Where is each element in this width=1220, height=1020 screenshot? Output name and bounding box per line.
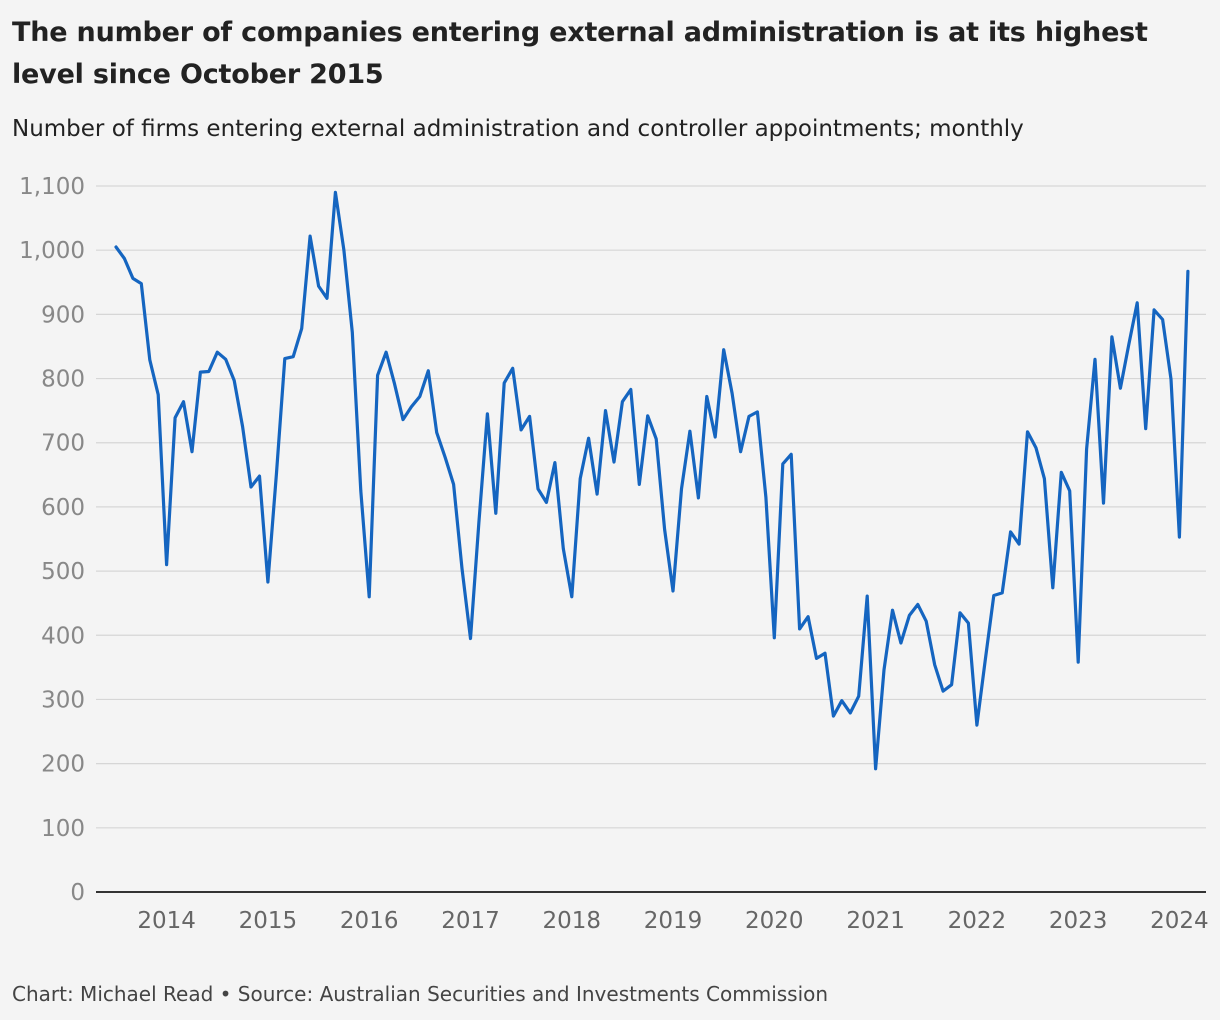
gridlines xyxy=(96,185,1206,829)
x-tick-label: 2014 xyxy=(137,908,196,934)
y-tick-label: 600 xyxy=(41,495,85,521)
y-tick-label: 200 xyxy=(41,752,85,778)
y-tick-label: 1,100 xyxy=(19,174,85,200)
chart-subtitle: Number of firms entering external admini… xyxy=(12,116,1024,142)
x-tick-label: 2021 xyxy=(846,908,905,934)
x-tick-label: 2017 xyxy=(441,908,500,934)
y-tick-label: 1,000 xyxy=(19,238,85,264)
x-tick-label: 2022 xyxy=(948,908,1007,934)
series-layer xyxy=(114,190,1190,771)
y-tick-label: 900 xyxy=(41,302,85,328)
x-tick-label: 2016 xyxy=(340,908,399,934)
y-tick-label: 800 xyxy=(41,367,85,393)
y-tick-label: 0 xyxy=(70,880,85,906)
x-tick-label: 2024 xyxy=(1150,908,1209,934)
y-tick-label: 700 xyxy=(41,431,85,457)
x-tick-label: 2015 xyxy=(239,908,298,934)
line-chart: 0 100 200 300 400 500 600 700 800 900 1,000 1,100 2… xyxy=(19,174,1209,934)
series-line xyxy=(114,190,1190,771)
source-credit: Chart: Michael Read • Source: Australian… xyxy=(12,982,829,1006)
y-tick-label: 100 xyxy=(41,816,85,842)
x-tick-label: 2023 xyxy=(1049,908,1108,934)
y-tick-label: 500 xyxy=(41,559,85,585)
x-tick-label: 2020 xyxy=(745,908,804,934)
y-axis-ticks: 0 100 200 300 400 500 600 700 800 900 1,000 1,100 xyxy=(19,174,85,906)
x-tick-label: 2018 xyxy=(542,908,601,934)
y-tick-label: 300 xyxy=(41,687,85,713)
y-tick-label: 400 xyxy=(41,623,85,649)
x-axis-ticks: 2014 2015 2016 2017 2018 2019 2020 2021 2022 2023… xyxy=(137,908,1208,934)
chart-title: The number of companies entering externa… xyxy=(12,17,1148,90)
x-tick-label: 2019 xyxy=(644,908,703,934)
